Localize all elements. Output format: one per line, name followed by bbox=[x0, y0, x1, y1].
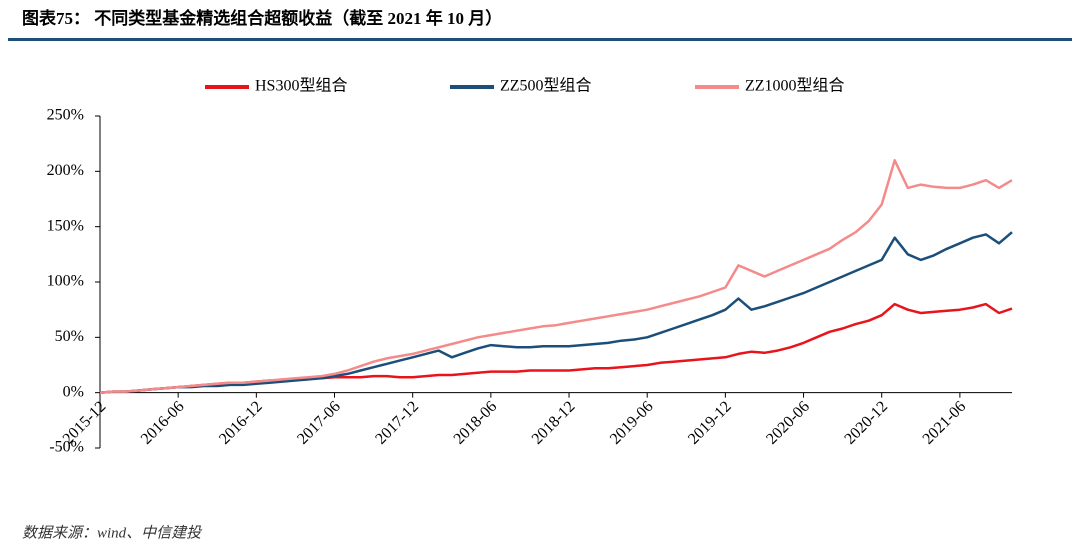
line-series bbox=[99, 302, 1013, 394]
y-tick-label: 50% bbox=[55, 328, 84, 345]
title-rule bbox=[8, 38, 1072, 41]
x-tick-label: 2016-06 bbox=[138, 398, 188, 448]
y-tick-label: 200% bbox=[47, 162, 84, 179]
y-tick-label: 250% bbox=[47, 107, 84, 124]
legend-label: ZZ500型组合 bbox=[500, 77, 592, 95]
source: 数据来源：wind、中信建投 bbox=[22, 524, 203, 541]
legend-label: HS300型组合 bbox=[255, 77, 347, 95]
x-tick-label: 2020-12 bbox=[841, 398, 891, 448]
y-tick-label: 150% bbox=[47, 217, 84, 234]
legend-label: ZZ1000型组合 bbox=[745, 77, 845, 95]
x-tick-label: 2018-06 bbox=[451, 398, 501, 448]
x-tick-label: 2017-06 bbox=[294, 398, 344, 448]
x-tick-label: 2021-06 bbox=[920, 398, 970, 448]
chart-title: 图表75： 不同类型基金精选组合超额收益（截至 2021 年 10 月） bbox=[22, 8, 502, 28]
line-series bbox=[99, 231, 1013, 394]
x-tick-label: 2016-12 bbox=[216, 398, 266, 448]
x-tick-label: 2018-12 bbox=[529, 398, 579, 448]
x-tick-label: 2015-12 bbox=[60, 398, 110, 448]
y-tick-label: 0% bbox=[63, 383, 84, 400]
x-tick-label: 2019-12 bbox=[685, 398, 735, 448]
x-tick-label: 2017-12 bbox=[372, 398, 422, 448]
line-series bbox=[99, 159, 1013, 394]
y-tick-label: -50% bbox=[49, 439, 84, 456]
y-tick-label: 100% bbox=[47, 273, 84, 290]
x-tick-label: 2020-06 bbox=[763, 398, 813, 448]
x-tick-label: 2019-06 bbox=[607, 398, 657, 448]
